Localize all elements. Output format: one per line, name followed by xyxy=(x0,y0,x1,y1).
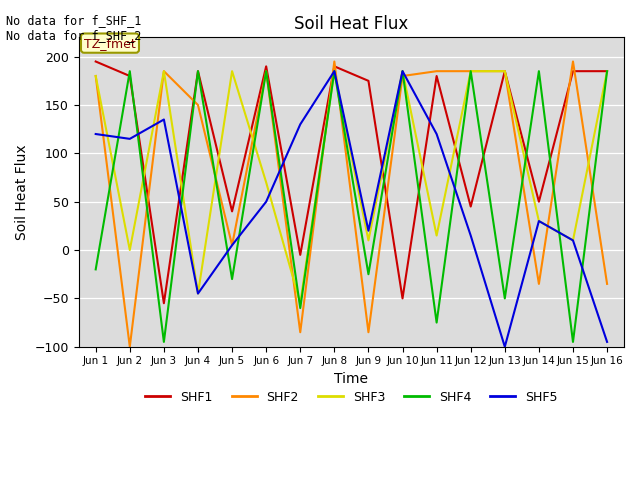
Text: No data for f_SHF_1
No data for f_SHF_2: No data for f_SHF_1 No data for f_SHF_2 xyxy=(6,14,142,42)
Y-axis label: Soil Heat Flux: Soil Heat Flux xyxy=(15,144,29,240)
Title: Soil Heat Flux: Soil Heat Flux xyxy=(294,15,408,33)
Legend: SHF1, SHF2, SHF3, SHF4, SHF5: SHF1, SHF2, SHF3, SHF4, SHF5 xyxy=(140,385,563,408)
Text: TZ_fmet: TZ_fmet xyxy=(84,36,136,49)
X-axis label: Time: Time xyxy=(334,372,369,386)
